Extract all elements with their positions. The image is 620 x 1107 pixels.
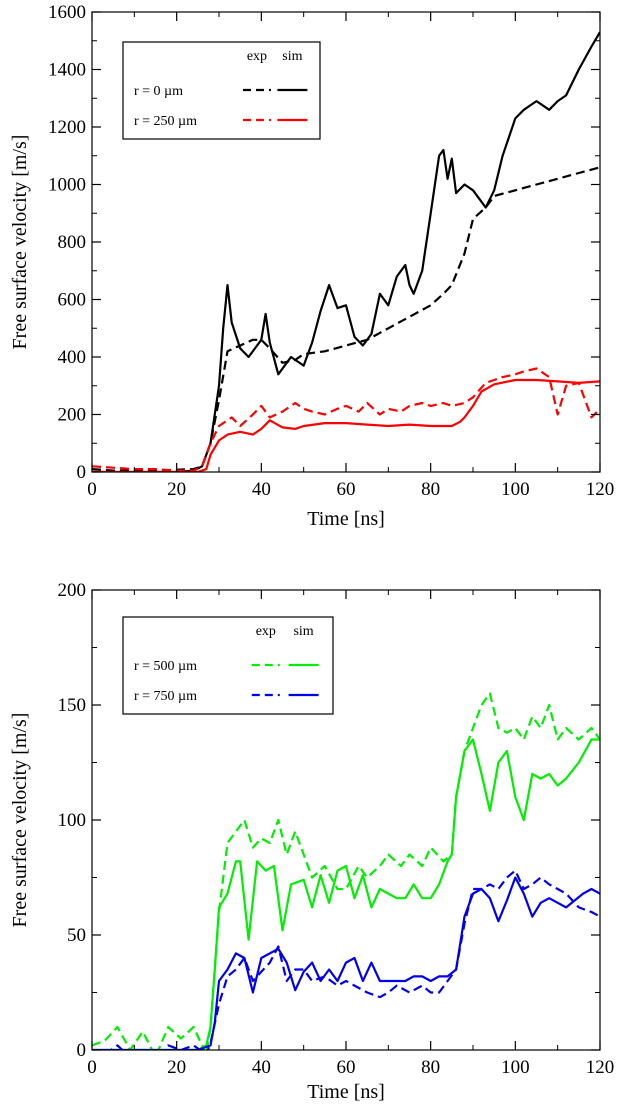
y-tick-label: 400 <box>58 347 87 368</box>
x-tick-label: 80 <box>421 1057 440 1078</box>
x-tick-label: 0 <box>87 479 97 500</box>
x-tick-label: 20 <box>167 1057 186 1078</box>
y-tick-label: 1000 <box>48 175 86 196</box>
series-line-r-0-m-sim <box>92 31 600 472</box>
y-axis-label: Free surface velocity [m/s] <box>9 713 31 928</box>
series-line-r-250-m-exp <box>92 367 600 472</box>
series-line-r-0-m-exp <box>92 166 600 472</box>
x-axis-label: Time [ns] <box>307 1081 385 1103</box>
legend-col-header: sim <box>282 49 302 64</box>
x-tick-label: 120 <box>586 1057 615 1078</box>
y-tick-label: 1600 <box>48 2 86 23</box>
x-tick-label: 60 <box>337 479 356 500</box>
series-group <box>92 31 600 472</box>
x-tick-label: 100 <box>501 1057 530 1078</box>
legend: exp sim r = 0 µm r = 250 µm <box>122 41 321 140</box>
series-group <box>92 692 600 1050</box>
x-axis-label: Time [ns] <box>307 508 385 530</box>
x-tick-label: 20 <box>167 479 186 500</box>
y-tick-label: 100 <box>58 810 87 831</box>
series-line-r-250-m-sim <box>92 378 600 472</box>
y-tick-label: 0 <box>77 462 87 483</box>
legend-entry-label: r = 750 µm <box>134 689 197 704</box>
legend-col-header: exp <box>247 49 267 64</box>
legend-entry-label: r = 250 µm <box>134 114 197 129</box>
series-line-r-750-m-sim <box>92 876 600 1050</box>
x-tick-label: 0 <box>87 1057 97 1078</box>
series-line-r-750-m-exp <box>92 869 600 1050</box>
y-tick-label: 200 <box>58 405 87 426</box>
x-tick-label: 120 <box>586 479 615 500</box>
x-tick-label: 100 <box>501 479 530 500</box>
series-line-r-500-m-exp <box>92 692 600 1050</box>
legend-entry-label: r = 0 µm <box>134 84 183 99</box>
series-line-r-500-m-sim <box>92 738 600 1050</box>
y-tick-label: 1200 <box>48 117 86 138</box>
chart-bottom: 0 20 40 60 80 100 120 0 50 100 150 200 Time [ns] Free… <box>9 580 614 1103</box>
y-tick-label: 150 <box>58 695 87 716</box>
legend-col-header: exp <box>256 624 276 639</box>
y-tick-label: 50 <box>67 925 86 946</box>
chart-top: 0 20 40 60 80 100 1200200400600800100012001400… <box>9 2 614 530</box>
y-tick-label: 800 <box>58 232 87 253</box>
x-tick-label: 80 <box>421 479 440 500</box>
y-tick-label: 600 <box>58 290 87 311</box>
y-tick-label: 0 <box>77 1040 87 1061</box>
x-tick-label: 40 <box>252 1057 271 1078</box>
y-tick-label: 1400 <box>48 60 86 81</box>
legend-entry-label: r = 500 µm <box>134 659 197 674</box>
legend: exp sim r = 500 µm r = 750 µm <box>122 616 334 715</box>
legend-col-header: sim <box>293 624 313 639</box>
x-tick-label: 40 <box>252 479 271 500</box>
x-tick-label: 60 <box>337 1057 356 1078</box>
y-tick-label: 200 <box>58 580 87 601</box>
y-axis-label: Free surface velocity [m/s] <box>9 135 31 350</box>
